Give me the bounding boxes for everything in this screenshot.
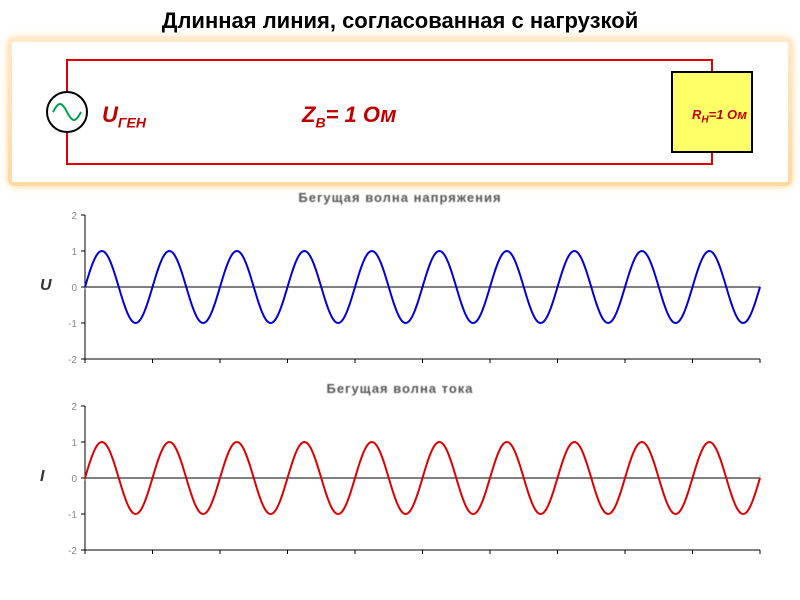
svg-text:1: 1 bbox=[71, 247, 77, 258]
current-chart: -2 -1 0 1 2 bbox=[30, 398, 770, 568]
charts-area: Бегущая волна напряжения U -2 -1 0 1 2 Бегущ… bbox=[0, 186, 800, 568]
svg-text:0: 0 bbox=[71, 474, 77, 485]
current-ylabel: I bbox=[40, 468, 44, 486]
svg-text:-1: -1 bbox=[68, 510, 77, 521]
circuit-panel: UГЕН ZВ= 1 Ом RН=1 Ом bbox=[8, 38, 792, 186]
voltage-chart: -2 -1 0 1 2 bbox=[30, 207, 770, 377]
voltage-chart-block: Бегущая волна напряжения U -2 -1 0 1 2 bbox=[30, 190, 770, 377]
voltage-chart-title: Бегущая волна напряжения bbox=[30, 190, 770, 205]
voltage-ylabel: U bbox=[40, 277, 52, 295]
svg-text:2: 2 bbox=[71, 211, 77, 222]
svg-text:2: 2 bbox=[71, 402, 77, 413]
source-label: UГЕН bbox=[102, 102, 146, 130]
svg-text:-2: -2 bbox=[68, 355, 77, 366]
svg-text:1: 1 bbox=[71, 438, 77, 449]
circuit-diagram: UГЕН ZВ= 1 Ом RН=1 Ом bbox=[12, 42, 788, 182]
svg-text:0: 0 bbox=[71, 283, 77, 294]
current-chart-title: Бегущая волна тока bbox=[30, 381, 770, 396]
impedance-label: ZВ= 1 Ом bbox=[302, 102, 397, 130]
current-chart-block: Бегущая волна тока I -2 -1 0 1 2 bbox=[30, 381, 770, 568]
svg-text:-1: -1 bbox=[68, 319, 77, 330]
load-label: RН=1 Ом bbox=[692, 107, 747, 126]
svg-text:-2: -2 bbox=[68, 546, 77, 557]
page-title: Длинная линия, согласованная с нагрузкой bbox=[0, 0, 800, 38]
